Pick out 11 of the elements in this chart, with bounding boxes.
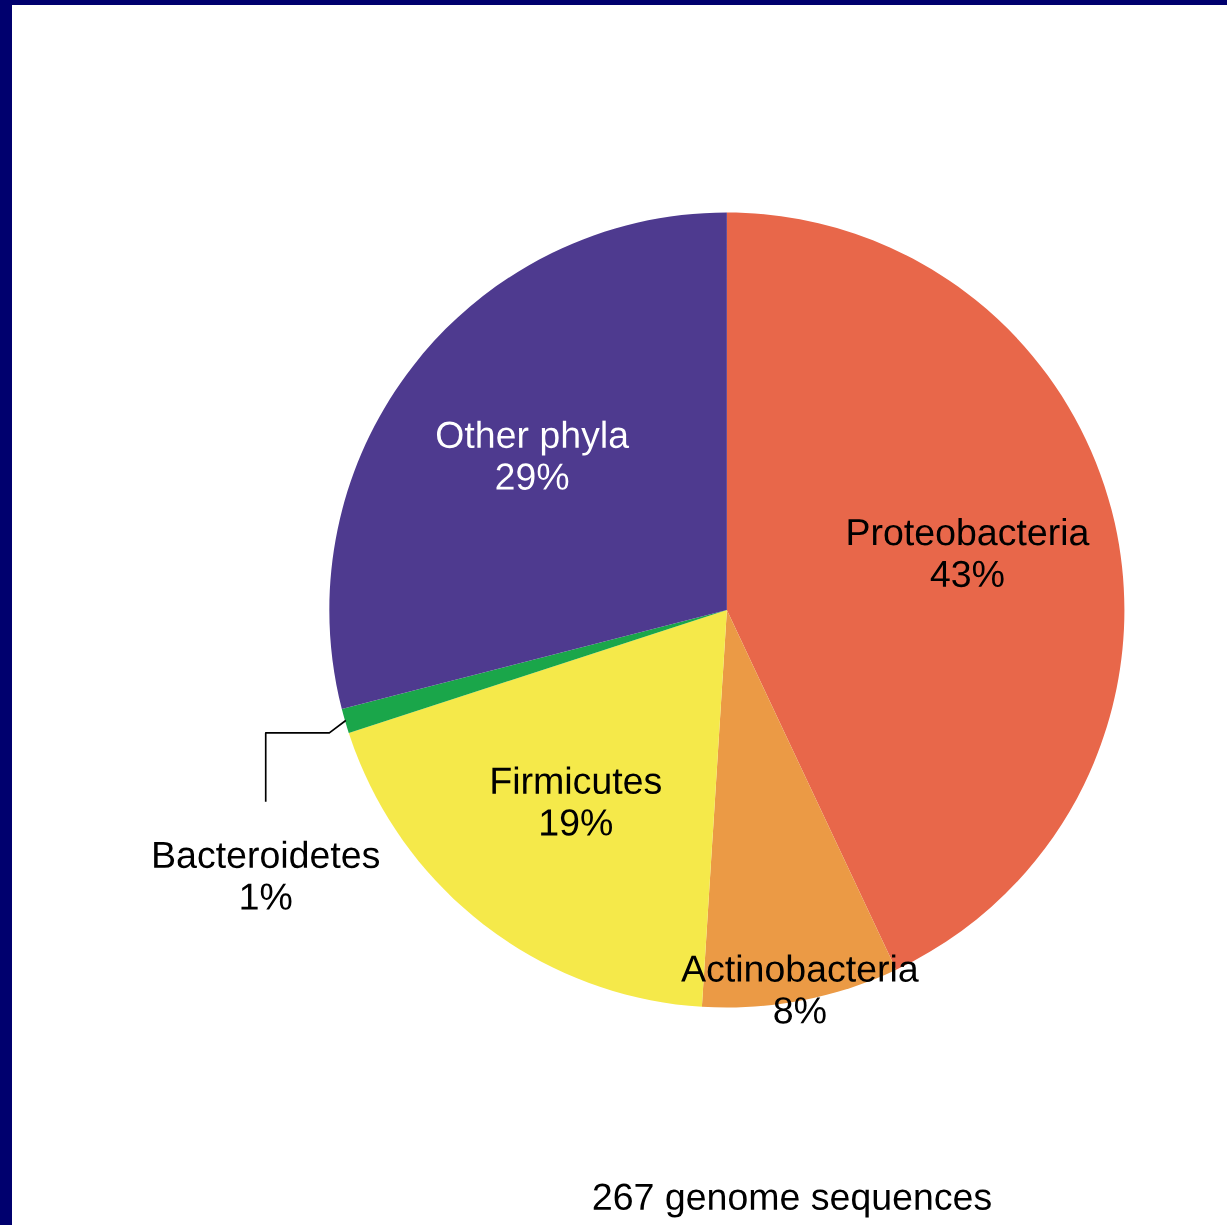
text: 267 genome sequences <box>593 1183 991 1218</box>
data-label: 1% <box>241 883 292 910</box>
slice-label: Firmicutes <box>492 766 661 794</box>
data-label: 8% <box>774 997 826 1024</box>
slice-label: Other phyla <box>436 420 630 456</box>
data-label: 19% <box>541 809 612 836</box>
data-label: 43% <box>930 560 1004 588</box>
slice-label: Proteobacteria <box>848 517 1090 546</box>
data-label: 29% <box>496 463 569 490</box>
pie-slice <box>329 212 727 709</box>
slice-label: Bacteroidetes <box>154 840 380 869</box>
